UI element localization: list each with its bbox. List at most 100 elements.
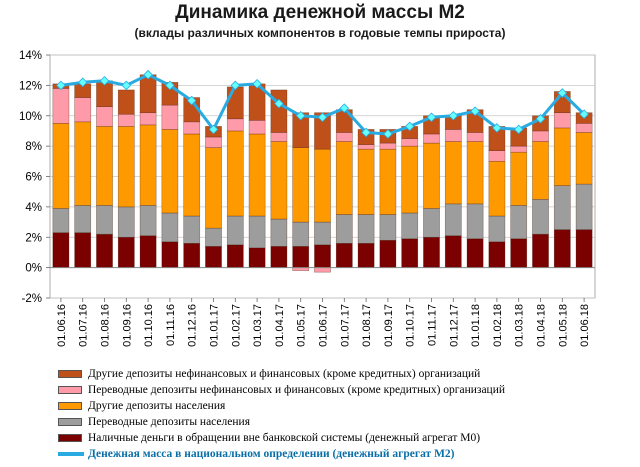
legend-label: Переводные депозиты нефинансовых и финан… <box>88 384 506 396</box>
bar-segment-3 <box>270 132 288 142</box>
bar-segment-0 <box>205 246 222 268</box>
bar-segment-3 <box>335 132 353 142</box>
bar-segment-3 <box>161 104 179 130</box>
bar-segment-2 <box>575 132 593 185</box>
bar-segment-4 <box>226 86 244 120</box>
line-point <box>230 80 241 91</box>
x-tick-label: 01.03.17 <box>252 304 264 347</box>
bar-segment-0 <box>488 241 506 268</box>
line-point <box>165 80 175 91</box>
bar-segment-2 <box>96 126 113 206</box>
line-point <box>513 124 524 135</box>
bar-segment-4 <box>139 74 157 114</box>
bar-segment-2 <box>357 148 375 215</box>
bar-segment-3 <box>401 138 419 147</box>
bar-segment-0 <box>270 246 288 268</box>
line-point <box>557 88 568 98</box>
bar-segment-0 <box>510 238 528 268</box>
bar-segment-1 <box>226 215 244 246</box>
line-point <box>404 121 415 132</box>
bar-segment-2 <box>314 148 331 223</box>
line-point <box>426 112 437 123</box>
bar-segment-1 <box>488 215 506 243</box>
x-tick-label: 01.06.17 <box>318 304 330 347</box>
x-tick-label: 01.02.18 <box>492 304 504 347</box>
bar-segment-1 <box>292 221 310 247</box>
bar-segment-1 <box>532 198 549 235</box>
bar-segment-2 <box>444 141 462 205</box>
legend-swatch <box>58 418 82 426</box>
bar-segment-1 <box>357 214 375 244</box>
bar-segment-3 <box>226 118 244 132</box>
bar-segment-1 <box>161 212 179 243</box>
line-point <box>339 103 350 113</box>
bar-segment-3 <box>314 267 331 273</box>
line-point <box>77 77 88 88</box>
bar-segment-3 <box>205 136 222 148</box>
x-tick-label: 01.07.16 <box>78 304 90 347</box>
bar-segment-3 <box>74 97 92 123</box>
bar-segment-2 <box>248 133 266 217</box>
bar-segment-0 <box>52 232 70 268</box>
x-tick-label: 01.06.18 <box>579 304 591 347</box>
x-tick-label: 01.02.17 <box>230 304 242 347</box>
bar-segment-4 <box>117 89 135 115</box>
x-tick-label: 01.11.16 <box>165 304 177 346</box>
x-tick-label: 01.03.18 <box>514 304 526 347</box>
bar-segment-0 <box>314 244 331 268</box>
bar-segment-0 <box>357 243 375 268</box>
bar-segment-1 <box>444 203 462 237</box>
y-tick-label: 4% <box>25 202 42 214</box>
bar-segment-2 <box>292 147 310 223</box>
bar-segment-3 <box>444 129 462 142</box>
bar-segment-0 <box>553 229 571 268</box>
line-point <box>208 124 219 135</box>
bar-segment-0 <box>74 232 92 268</box>
x-tick-label: 01.12.16 <box>187 304 199 347</box>
bar-segment-2 <box>270 141 288 220</box>
bar-segment-1 <box>270 218 288 247</box>
bar-segment-2 <box>532 141 549 200</box>
x-tick-label: 01.09.17 <box>383 304 395 347</box>
bar-segment-3 <box>357 144 375 150</box>
legend-label: Другие депозиты населения <box>88 400 226 412</box>
x-tick-label: 01.06.16 <box>56 304 68 347</box>
bar-segment-1 <box>401 212 419 240</box>
legend-label: Другие депозиты нефинансовых и финансовы… <box>88 368 481 380</box>
bar-segment-3 <box>96 106 113 127</box>
bar-segment-3 <box>553 112 571 129</box>
y-tick-label: 2% <box>25 232 42 244</box>
bar-segment-3 <box>183 121 201 135</box>
bar-segment-3 <box>52 88 70 124</box>
bar-segment-3 <box>117 113 135 127</box>
x-tick-label: 01.12.17 <box>448 304 460 347</box>
y-tick-label: 6% <box>25 172 42 184</box>
line-point <box>535 113 546 124</box>
line-point <box>56 80 66 91</box>
bar-segment-1 <box>52 208 70 233</box>
x-tick-label: 01.01.18 <box>470 304 482 347</box>
line-point <box>274 98 284 109</box>
bar-segment-0 <box>444 235 462 268</box>
legend-swatch <box>58 386 82 394</box>
bar-segment-3 <box>466 132 484 142</box>
line-point <box>579 109 589 120</box>
bar-segment-0 <box>117 236 135 268</box>
bar-segment-2 <box>205 147 222 229</box>
bar-segment-1 <box>314 221 331 246</box>
x-tick-label: 01.01.17 <box>209 304 221 347</box>
line-point <box>317 112 328 123</box>
line-point <box>448 110 459 121</box>
line-point <box>121 80 132 91</box>
legend-label: Наличные деньги в обращении вне банковск… <box>88 432 481 444</box>
y-tick-label: 14% <box>19 50 42 62</box>
bar-segment-1 <box>466 203 484 240</box>
bar-segment-0 <box>183 243 201 268</box>
bar-segment-1 <box>96 205 113 235</box>
bar-segment-3 <box>532 130 549 142</box>
bar-segment-1 <box>335 214 353 244</box>
chart-title: Динамика денежной массы М2 <box>175 2 465 23</box>
bar-segment-3 <box>575 123 593 133</box>
bar-segment-0 <box>423 236 440 268</box>
